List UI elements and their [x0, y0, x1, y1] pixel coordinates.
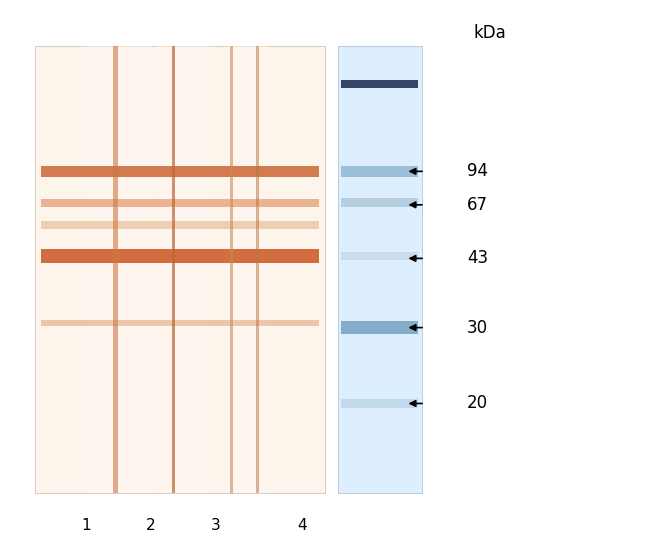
- FancyBboxPatch shape: [341, 252, 419, 260]
- FancyBboxPatch shape: [341, 80, 419, 89]
- FancyBboxPatch shape: [42, 250, 318, 263]
- Text: 1: 1: [82, 518, 92, 533]
- Text: kDa: kDa: [473, 24, 506, 42]
- Text: 2: 2: [146, 518, 156, 533]
- FancyBboxPatch shape: [35, 46, 325, 493]
- FancyBboxPatch shape: [42, 166, 318, 177]
- FancyBboxPatch shape: [157, 46, 209, 493]
- FancyBboxPatch shape: [42, 221, 318, 229]
- FancyBboxPatch shape: [341, 198, 419, 207]
- Text: 4: 4: [298, 518, 307, 533]
- Text: 67: 67: [467, 196, 488, 214]
- Text: 3: 3: [211, 518, 220, 533]
- FancyBboxPatch shape: [341, 321, 419, 334]
- Text: 43: 43: [467, 249, 488, 267]
- FancyBboxPatch shape: [172, 46, 175, 493]
- FancyBboxPatch shape: [228, 46, 267, 493]
- Text: 20: 20: [467, 394, 488, 412]
- Text: 94: 94: [467, 162, 488, 180]
- FancyBboxPatch shape: [341, 399, 419, 408]
- FancyBboxPatch shape: [42, 320, 318, 327]
- FancyBboxPatch shape: [42, 199, 318, 207]
- FancyBboxPatch shape: [341, 166, 419, 177]
- Text: 30: 30: [467, 318, 488, 337]
- FancyBboxPatch shape: [113, 46, 118, 493]
- FancyBboxPatch shape: [86, 46, 151, 493]
- FancyBboxPatch shape: [256, 46, 259, 493]
- FancyBboxPatch shape: [338, 46, 422, 493]
- FancyBboxPatch shape: [230, 46, 233, 493]
